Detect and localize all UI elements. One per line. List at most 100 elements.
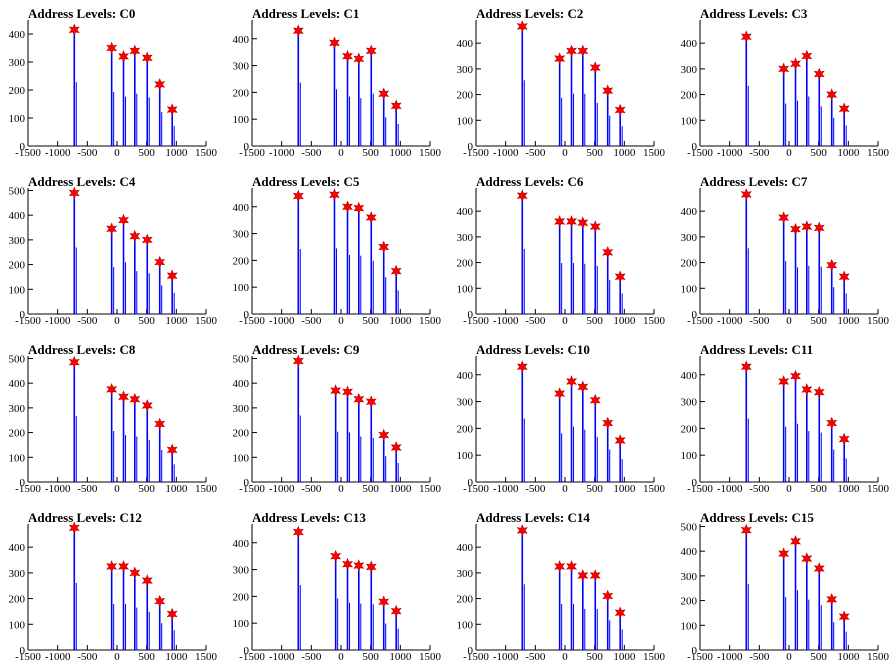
peak-marker — [118, 213, 129, 227]
y-tick-label: 0 — [692, 477, 698, 489]
peak-marker — [790, 369, 801, 383]
chart-title: Address Levels: C3 — [700, 6, 808, 21]
x-tick-label: 0 — [114, 315, 120, 327]
x-tick-label: 1000 — [389, 483, 412, 495]
peak-marker — [577, 380, 589, 394]
peak-marker — [378, 428, 390, 442]
peak-marker — [838, 102, 850, 116]
y-tick-label: 400 — [9, 210, 26, 222]
peak-marker — [378, 595, 390, 609]
y-tick-label: 100 — [233, 114, 250, 126]
x-tick-label: -1500 — [15, 483, 41, 495]
x-tick-label: -1000 — [493, 483, 519, 495]
chart-title: Address Levels: C10 — [476, 342, 590, 357]
x-tick-label: -1000 — [493, 315, 519, 327]
chart-svg: 0 100 200 300 400 -1500 -1000 -500 0 500 1000 1500 — [9, 20, 218, 159]
x-tick-label: -500 — [77, 483, 98, 495]
peak-marker — [292, 525, 304, 539]
x-tick-label: -500 — [301, 651, 322, 663]
chart-panel: 0 100 200 300 400 -1500 -1000 -500 0 500 1000 1500 A… — [672, 168, 896, 336]
y-tick-label: 0 — [244, 141, 250, 153]
x-tick-label: 0 — [786, 315, 792, 327]
chart-svg: 0 100 200 300 400 -1500 -1000 -500 0 500 1000 1500 — [457, 188, 666, 327]
chart-title: Address Levels: C5 — [252, 174, 360, 189]
peak-marker — [790, 57, 801, 71]
x-tick-label: 1500 — [643, 147, 666, 159]
chart-title: Address Levels: C4 — [28, 174, 136, 189]
x-tick-label: -1500 — [239, 483, 265, 495]
x-tick-label: 500 — [586, 147, 603, 159]
chart-svg: 0 100 200 300 400 -1500 -1000 -500 0 500 1000 1500 — [9, 521, 218, 663]
x-tick-label: -1000 — [269, 147, 295, 159]
chart-panel: 0 100 200 300 400 500 -1500 -1000 -500 0 500 1000 15… — [0, 336, 224, 504]
peak-marker — [778, 211, 790, 224]
peak-marker — [826, 88, 838, 101]
peak-marker — [554, 52, 566, 65]
peak-marker — [838, 432, 850, 446]
x-tick-label: -500 — [749, 483, 770, 495]
peak-marker — [554, 387, 566, 400]
peak-marker — [516, 524, 528, 537]
x-tick-label: 1000 — [613, 315, 636, 327]
peak-marker — [378, 240, 390, 254]
y-tick-label: 200 — [681, 90, 698, 102]
peak-marker — [390, 604, 402, 618]
y-tick-label: 200 — [457, 594, 474, 606]
y-tick-label: 300 — [457, 397, 474, 409]
peak-marker — [813, 67, 825, 81]
chart-svg: 0 100 200 300 400 -1500 -1000 -500 0 500 1000 1500 — [233, 524, 442, 663]
peak-marker — [68, 355, 80, 369]
y-tick-label: 300 — [681, 571, 698, 583]
y-tick-label: 300 — [681, 397, 698, 409]
peak-marker — [118, 560, 129, 573]
x-tick-label: 0 — [338, 651, 344, 663]
x-tick-label: 1000 — [837, 483, 860, 495]
y-tick-label: 0 — [244, 309, 250, 321]
y-tick-label: 300 — [457, 232, 474, 244]
y-tick-label: 200 — [9, 428, 26, 440]
chart-panel: 0 100 200 300 400 -1500 -1000 -500 0 500 1000 1500 A… — [224, 0, 448, 168]
x-tick-label: 1500 — [643, 315, 666, 327]
peak-marker — [106, 383, 118, 396]
peak-marker — [566, 560, 577, 573]
peak-marker — [166, 269, 178, 283]
peak-marker — [602, 589, 614, 603]
peak-marker — [614, 434, 626, 447]
y-tick-label: 0 — [468, 141, 474, 153]
y-tick-label: 400 — [681, 38, 698, 50]
x-tick-label: -1500 — [239, 651, 265, 663]
chart-title: Address Levels: C9 — [252, 342, 360, 357]
x-tick-label: -500 — [525, 147, 546, 159]
peak-marker — [292, 354, 304, 368]
x-tick-label: -1000 — [493, 651, 519, 663]
x-tick-label: 1000 — [837, 651, 860, 663]
peak-marker — [141, 574, 153, 587]
peak-marker — [68, 186, 80, 200]
peak-marker — [330, 384, 342, 397]
y-tick-label: 400 — [681, 206, 698, 218]
x-tick-label: -500 — [749, 315, 770, 327]
x-tick-label: 1500 — [195, 651, 218, 663]
peak-marker — [118, 50, 129, 63]
y-tick-label: 300 — [9, 568, 26, 580]
peak-marker — [589, 220, 601, 233]
y-tick-label: 300 — [9, 403, 26, 415]
x-tick-label: 0 — [562, 483, 568, 495]
peak-marker — [68, 521, 80, 535]
y-tick-label: 200 — [681, 258, 698, 270]
x-tick-label: 0 — [114, 147, 120, 159]
y-tick-label: 100 — [233, 282, 250, 294]
x-tick-label: -1500 — [463, 315, 489, 327]
chart-panel: 0 100 200 300 400 -1500 -1000 -500 0 500 1000 1500 A… — [448, 0, 672, 168]
x-tick-label: 500 — [810, 315, 827, 327]
chart-svg: 0 100 200 300 400 500 -1500 -1000 -500 0 500 1000 15… — [9, 353, 218, 495]
x-tick-label: -500 — [301, 315, 322, 327]
chart-panel: 0 100 200 300 400 500 -1500 -1000 -500 0 500 1000 15… — [672, 504, 896, 672]
x-tick-label: -1000 — [717, 147, 743, 159]
x-tick-label: 0 — [562, 651, 568, 663]
y-tick-label: 0 — [20, 309, 26, 321]
x-tick-label: 1500 — [643, 483, 666, 495]
y-tick-label: 200 — [9, 85, 26, 97]
x-tick-label: -500 — [749, 147, 770, 159]
x-tick-label: 1500 — [419, 651, 442, 663]
